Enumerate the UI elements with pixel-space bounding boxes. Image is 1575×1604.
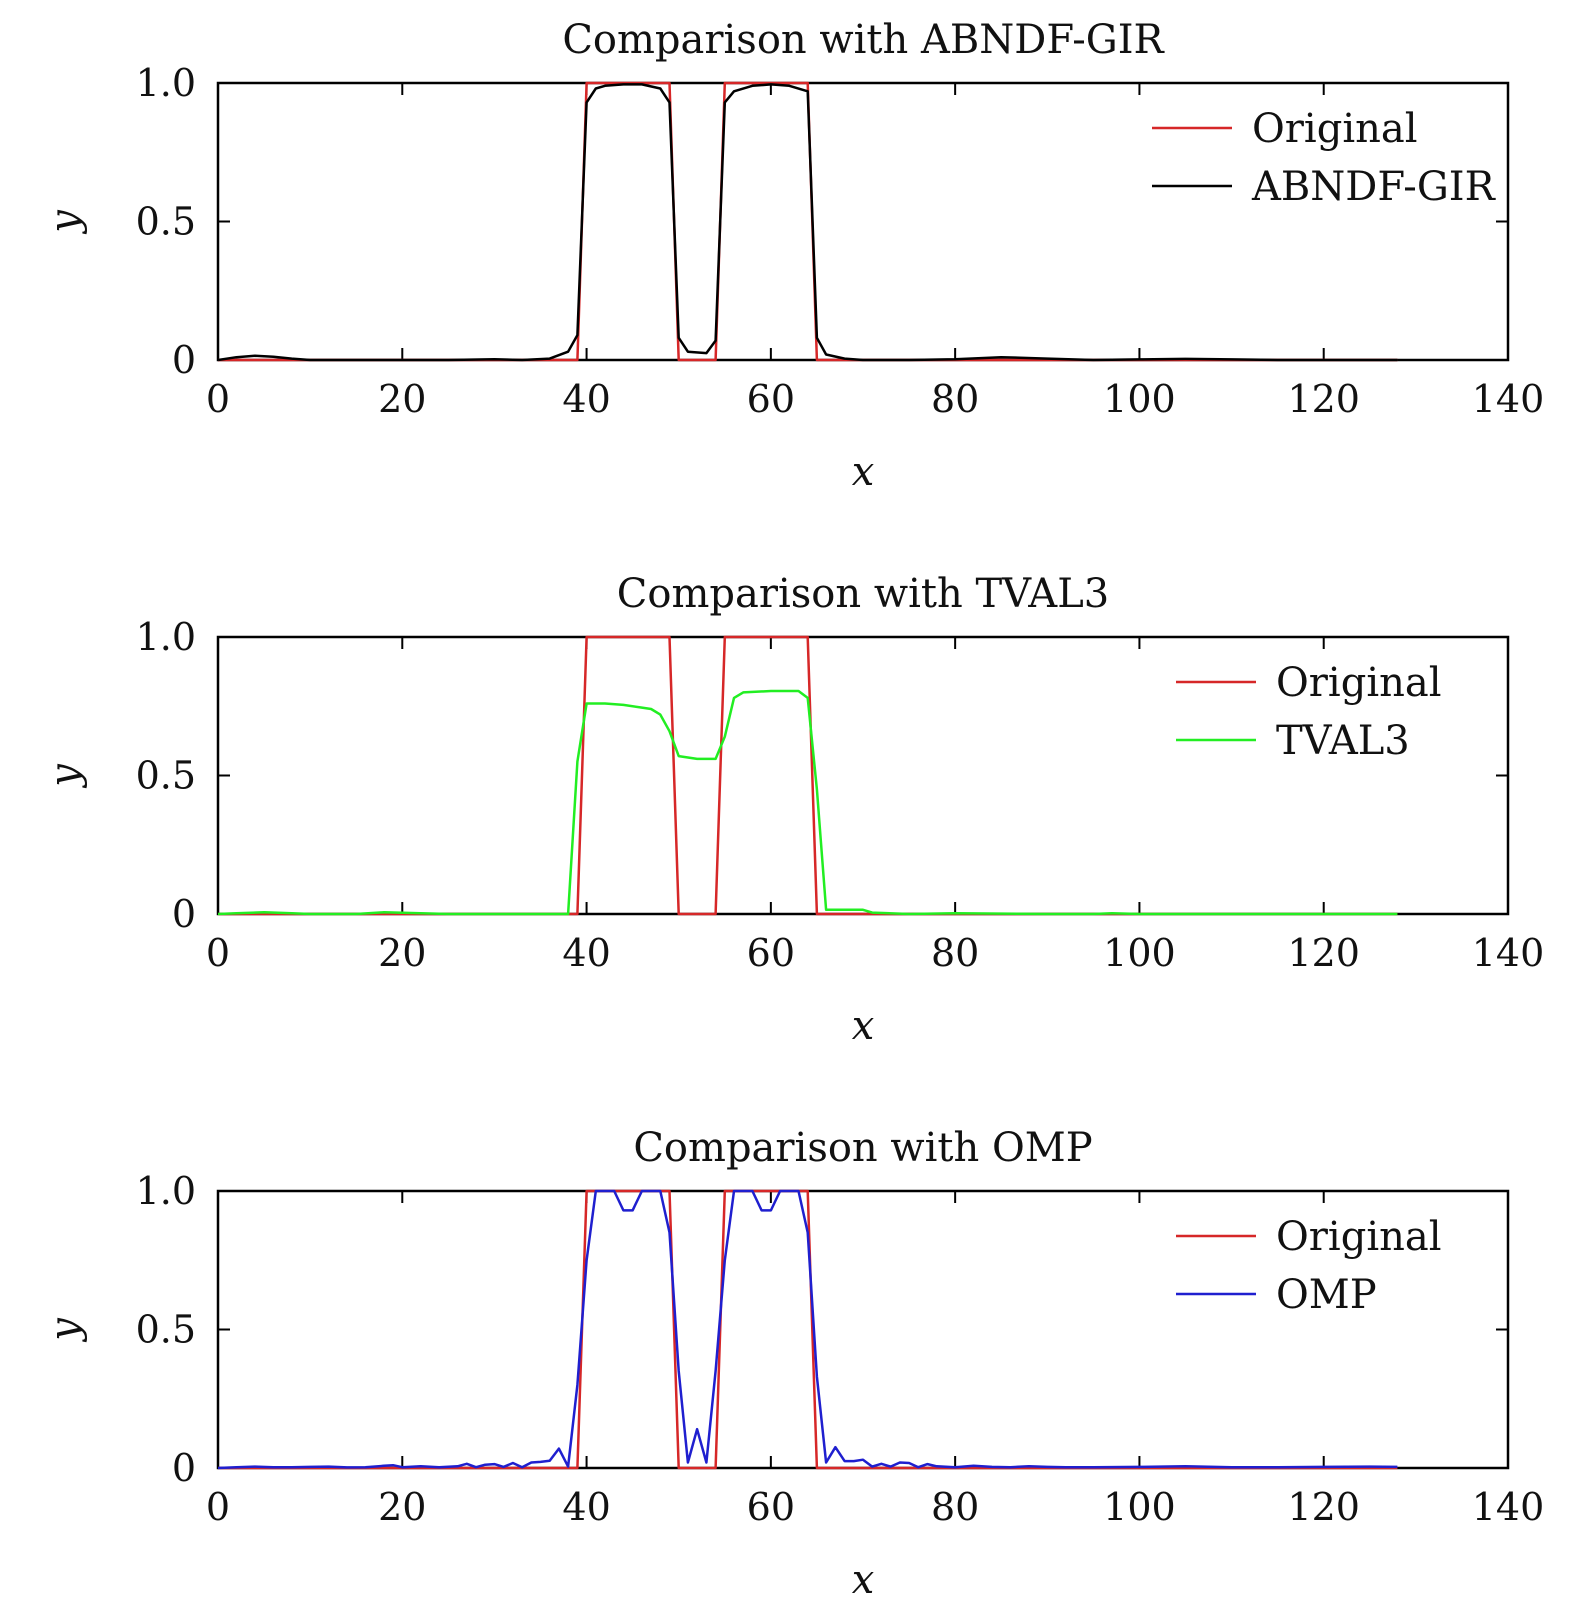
x-tick-label: 100 xyxy=(1103,377,1176,421)
y-tick-label: 0.5 xyxy=(136,1308,196,1352)
legend-entry: Original xyxy=(1276,1214,1442,1260)
y-tick-label: 1.0 xyxy=(136,1169,196,1213)
x-tick-label: 20 xyxy=(378,377,426,421)
x-tick-label: 60 xyxy=(747,931,795,975)
chart-title: Comparison with TVAL3 xyxy=(617,571,1109,617)
x-axis-label: x xyxy=(852,449,875,495)
x-tick-label: 20 xyxy=(378,931,426,975)
x-axis-label: x xyxy=(852,1557,875,1603)
y-tick-label: 0.5 xyxy=(136,754,196,798)
legend-entry: Original xyxy=(1252,106,1418,152)
series-line-omp xyxy=(218,1189,1398,1470)
x-tick-label: 0 xyxy=(206,1485,230,1529)
x-tick-label: 120 xyxy=(1287,931,1360,975)
chart-panel-1: Comparison with ABNDF-GIR 0 20 40 60 80 100 120… xyxy=(42,17,1544,495)
x-tick-label: 120 xyxy=(1287,1485,1360,1529)
y-axis-label: y xyxy=(42,763,88,789)
y-tick-label: 1.0 xyxy=(136,615,196,659)
x-tick-label: 140 xyxy=(1472,1485,1545,1529)
legend-entry: ABNDF-GIR xyxy=(1251,164,1497,210)
x-tick-label: 40 xyxy=(562,1485,610,1529)
y-tick-label: 0 xyxy=(172,1446,196,1490)
x-tick-label: 40 xyxy=(562,377,610,421)
y-tick-label: 0 xyxy=(172,338,196,382)
legend: Original OMP xyxy=(1176,1214,1442,1318)
legend: Original TVAL3 xyxy=(1176,660,1442,764)
series-line-abndf-gir xyxy=(218,83,1398,362)
x-tick-label: 40 xyxy=(562,931,610,975)
legend: Original ABNDF-GIR xyxy=(1152,106,1497,210)
x-tick-label: 80 xyxy=(931,1485,979,1529)
legend-entry: OMP xyxy=(1276,1272,1377,1318)
y-axis-label: y xyxy=(42,1317,88,1343)
legend-entry: TVAL3 xyxy=(1276,718,1410,764)
y-tick-label: 0 xyxy=(172,892,196,936)
x-tick-label: 20 xyxy=(378,1485,426,1529)
chart-panel-2: Comparison with TVAL3 0 20 40 60 80 100 120 140 0… xyxy=(42,571,1544,1049)
x-tick-label: 0 xyxy=(206,377,230,421)
x-tick-label: 140 xyxy=(1472,377,1545,421)
x-tick-label: 100 xyxy=(1103,931,1176,975)
x-tick-label: 0 xyxy=(206,931,230,975)
chart-title: Comparison with OMP xyxy=(633,1125,1092,1171)
series-line-original xyxy=(218,635,1398,916)
chart-panel-3: Comparison with OMP 0 20 40 60 80 100 120 140 0 0.… xyxy=(42,1125,1544,1603)
x-tick-label: 80 xyxy=(931,377,979,421)
series-line-tval3 xyxy=(218,689,1398,916)
y-tick-label: 0.5 xyxy=(136,200,196,244)
x-tick-label: 60 xyxy=(747,377,795,421)
chart-title: Comparison with ABNDF-GIR xyxy=(562,17,1165,63)
x-tick-label: 80 xyxy=(931,931,979,975)
y-tick-label: 1.0 xyxy=(136,61,196,105)
legend-entry: Original xyxy=(1276,660,1442,706)
x-axis-label: x xyxy=(852,1003,875,1049)
x-tick-label: 60 xyxy=(747,1485,795,1529)
x-tick-label: 140 xyxy=(1472,931,1545,975)
x-tick-label: 120 xyxy=(1287,377,1360,421)
x-tick-label: 100 xyxy=(1103,1485,1176,1529)
y-axis-label: y xyxy=(42,209,88,235)
